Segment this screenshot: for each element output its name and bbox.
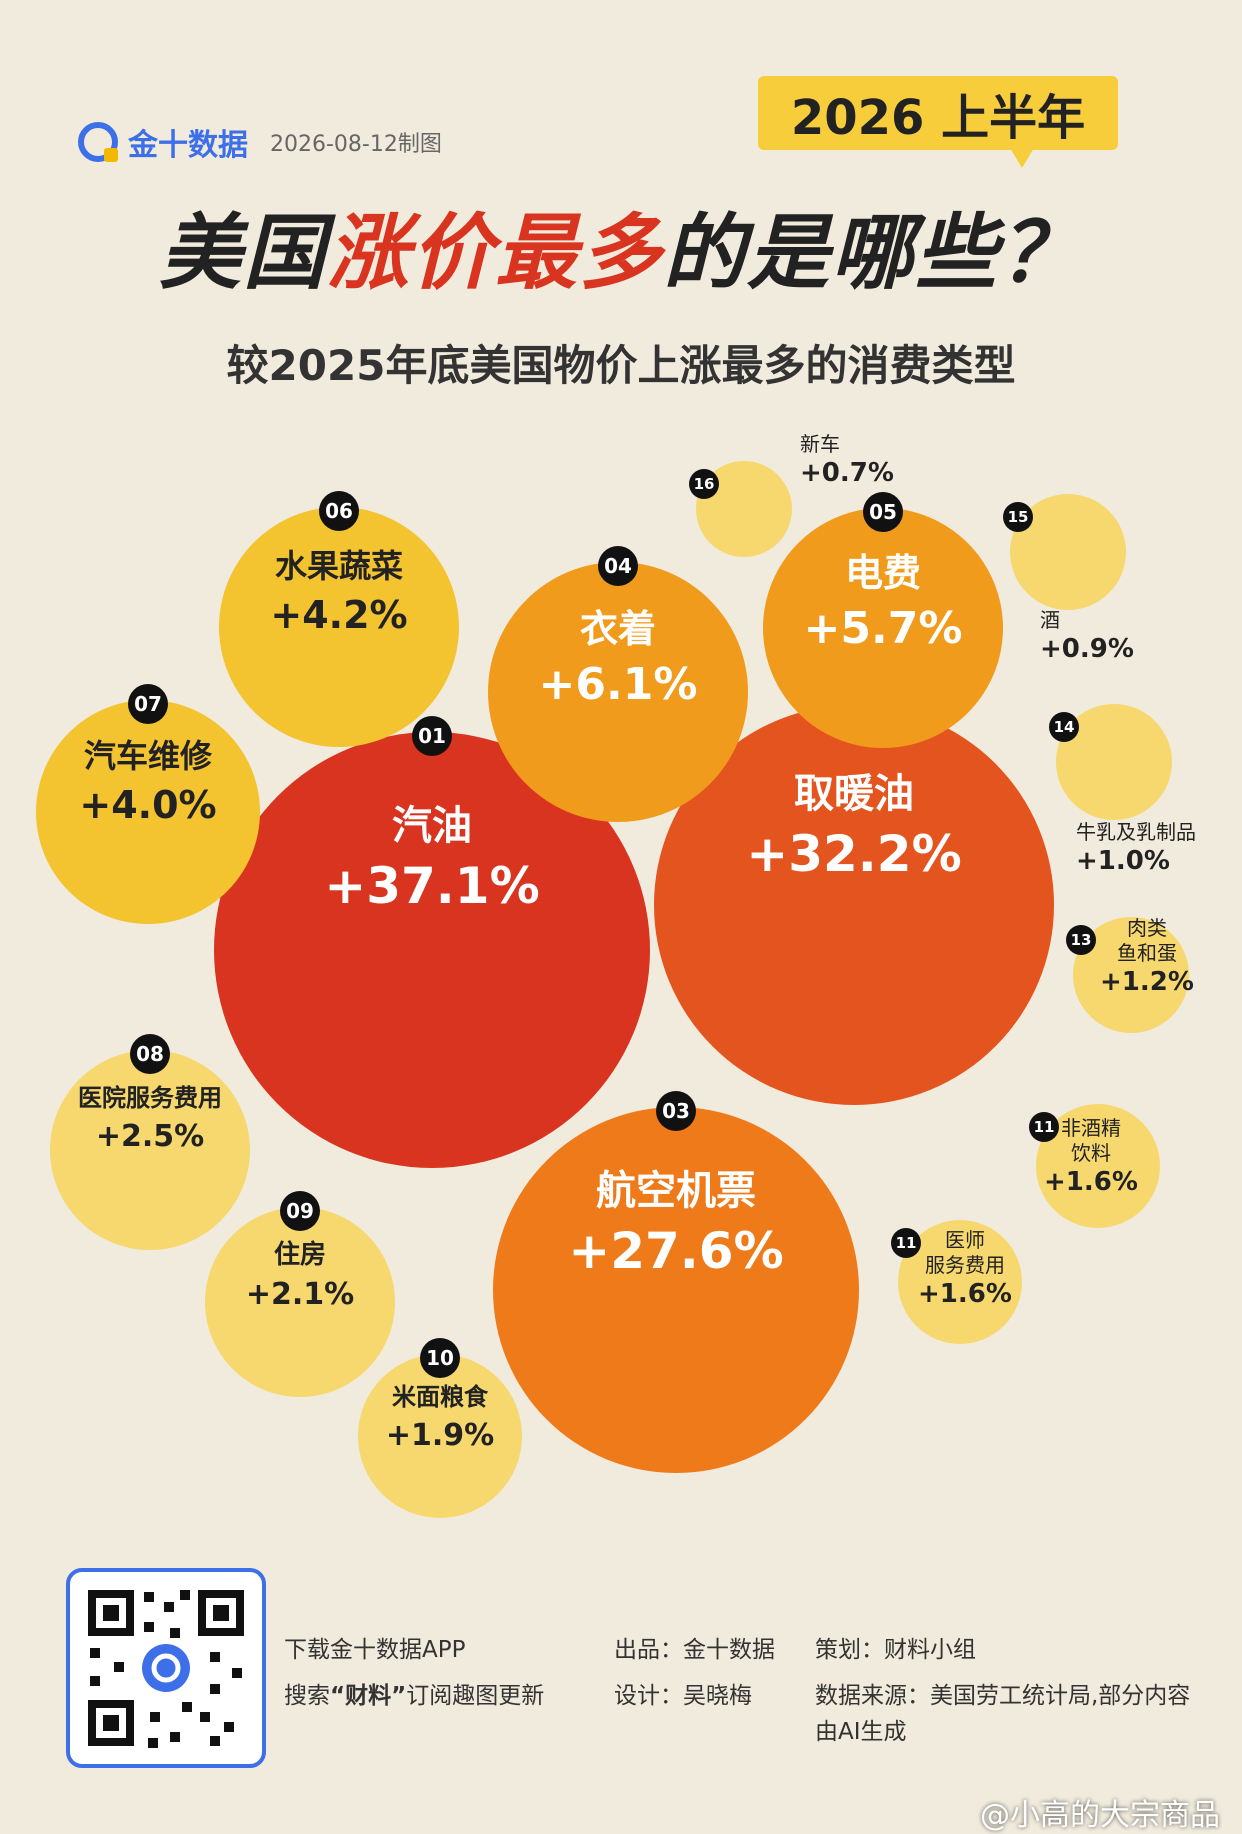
brand-logo: 金十数据 (78, 120, 248, 164)
label-14: 牛乳及乳制品 +1.0% (1076, 820, 1196, 878)
bubble-10-value: +1.9% (385, 1417, 495, 1453)
footer-search-key: “财料” (330, 1683, 407, 1709)
bubble-9-category: 住房 (273, 1239, 326, 1270)
rank-badge-7: 07 (128, 684, 168, 724)
label-15: 酒 +0.9% (1040, 608, 1134, 666)
bubble-9: 住房 +2.1% (205, 1207, 395, 1397)
made-date: 2026-08-12制图 (270, 132, 442, 157)
footer-designer: 设计：吴晓梅 (614, 1683, 752, 1709)
bubble-3: 航空机票 +27.6% (493, 1107, 859, 1473)
bubble-8-category: 医院服务费用 (78, 1084, 222, 1112)
bubble-9-value: +2.1% (245, 1276, 355, 1312)
bubble-3-category: 航空机票 (596, 1168, 756, 1215)
subtitle: 较2025年底美国物价上涨最多的消费类型 (226, 341, 1016, 390)
bubble-1-category: 汽油 (392, 803, 472, 850)
footer-search-post: 订阅趣图更新 (406, 1683, 545, 1709)
label-11a-value: +1.6% (1044, 1167, 1138, 1197)
bubble-7: 汽车维修 +4.0% (36, 700, 260, 924)
label-11b-value: +1.6% (918, 1279, 1012, 1309)
label-11a: 非酒精 饮料 +1.6% (1044, 1116, 1138, 1199)
label-15-name: 酒 (1040, 608, 1060, 632)
bubble-5-category: 电费 (844, 550, 921, 595)
rank-badge-8: 08 (130, 1034, 170, 1074)
rank-badge-14: 14 (1049, 712, 1079, 742)
brand-icon (78, 122, 118, 162)
rank-badge-12: 11 (891, 1228, 921, 1258)
label-14-name: 牛乳及乳制品 (1076, 820, 1196, 844)
bubble-7-category: 汽车维修 (83, 737, 212, 776)
rank-badge-9: 09 (280, 1191, 320, 1231)
bubble-10-category: 米面粮食 (392, 1382, 488, 1411)
rank-badge-16: 16 (689, 469, 719, 499)
badge-tail (1010, 148, 1034, 168)
label-13-name-1: 肉类 (1126, 916, 1167, 940)
rank-badge-13: 13 (1066, 925, 1096, 955)
rank-badge-15: 15 (1003, 502, 1033, 532)
bubble-2-category: 取暖油 (794, 771, 914, 817)
bubble-8-value: +2.5% (95, 1119, 205, 1154)
label-14-value: +1.0% (1076, 846, 1170, 876)
footer-source-2: 由AI生成 (815, 1719, 907, 1745)
bubble-5-value: +5.7% (803, 602, 963, 654)
footer-search-pre: 搜索 (284, 1683, 330, 1709)
title-highlight: 涨价最多 (327, 206, 663, 301)
footer-source-1: 数据来源：美国劳工统计局,部分内容 (815, 1683, 1191, 1709)
brand-name: 金十数据 (128, 128, 248, 163)
bubble-6-value: +4.2% (270, 592, 408, 637)
bubble-2: 取暖油 +32.2% (654, 705, 1054, 1105)
page-title: 美国涨价最多的是哪些？ (0, 186, 1242, 305)
bubble-7-value: +4.0% (79, 783, 217, 828)
label-13-name-2: 鱼和蛋 (1116, 941, 1177, 965)
bubble-4: 衣着 +6.1% (488, 562, 748, 822)
label-11b-name-1: 医师 (944, 1228, 985, 1252)
bubble-10: 米面粮食 +1.9% (358, 1354, 522, 1518)
label-11a-name-2: 饮料 (1070, 1141, 1111, 1165)
label-11a-name-1: 非酒精 (1060, 1116, 1121, 1140)
label-16-value: +0.7% (800, 458, 894, 488)
watermark: @小高的大宗商品 (980, 1798, 1220, 1833)
rank-badge-5: 05 (863, 492, 903, 532)
bubble-1-value: +37.1% (324, 857, 540, 916)
bubble-4-value: +6.1% (538, 659, 698, 711)
qr-code[interactable] (66, 1568, 266, 1768)
label-11b-name-2: 服务费用 (924, 1253, 1005, 1277)
label-13: 肉类 鱼和蛋 +1.2% (1100, 916, 1194, 999)
footer-producer: 出品：金十数据 (614, 1637, 775, 1663)
rank-badge-6: 06 (319, 491, 359, 531)
footer-search: 搜索“财料”订阅趣图更新 (284, 1676, 544, 1710)
label-11b: 医师 服务费用 +1.6% (918, 1228, 1012, 1311)
title-post: 的是哪些？ (663, 206, 1083, 301)
label-13-value: +1.2% (1100, 967, 1194, 997)
bubble-4-category: 衣着 (579, 607, 656, 652)
rank-badge-3: 03 (656, 1091, 696, 1131)
footer-download: 下载金十数据APP (284, 1637, 466, 1663)
footer-planner: 策划：财料小组 (815, 1637, 976, 1663)
bubble-2-value: +32.2% (746, 825, 962, 883)
rank-badge-11: 11 (1029, 1112, 1059, 1142)
rank-badge-1: 01 (412, 716, 452, 756)
bubble-8: 医院服务费用 +2.5% (50, 1050, 250, 1250)
label-16-name: 新车 (800, 432, 840, 456)
bubble-6: 水果蔬菜 +4.2% (219, 507, 459, 747)
bubble-6-category: 水果蔬菜 (274, 546, 403, 585)
bubble-5: 电费 +5.7% (763, 508, 1003, 748)
qr-pattern (88, 1590, 244, 1748)
label-16: 新车 +0.7% (800, 432, 894, 490)
rank-badge-4: 04 (598, 546, 638, 586)
label-15-value: +0.9% (1040, 634, 1134, 664)
bubble-3-value: +27.6% (568, 1222, 784, 1281)
rank-badge-10: 10 (420, 1338, 460, 1378)
period-badge: 2026 上半年 (758, 76, 1118, 150)
title-pre: 美国 (159, 206, 327, 301)
